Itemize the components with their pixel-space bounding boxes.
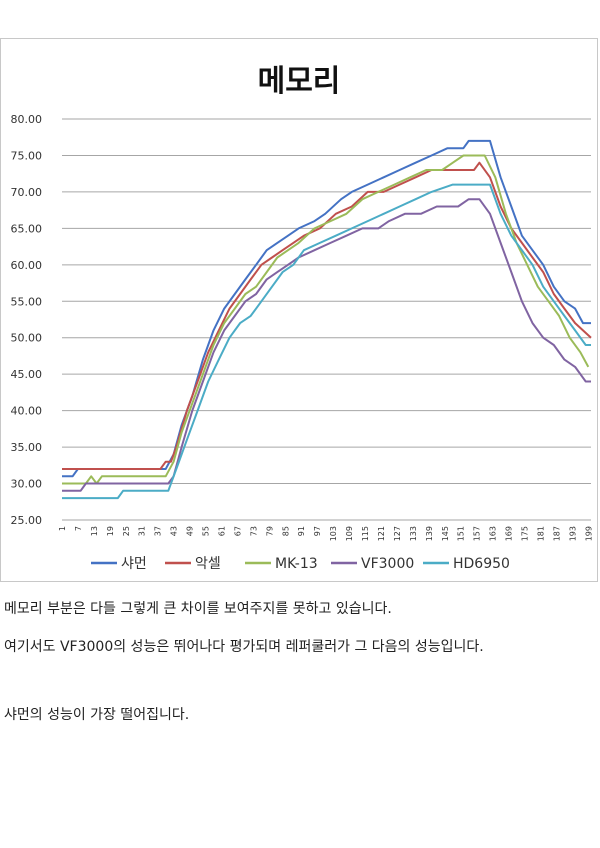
- x-tick-label: 43: [170, 526, 179, 536]
- x-tick-label: 109: [345, 526, 354, 541]
- legend-label: MK-13: [275, 556, 318, 572]
- x-tick-label: 163: [489, 526, 498, 541]
- chart-title: 메모리: [258, 64, 341, 99]
- y-tick-label: 50.00: [11, 332, 43, 345]
- y-tick-label: 25.00: [11, 514, 43, 527]
- x-tick-label: 79: [265, 526, 274, 536]
- y-tick-label: 60.00: [11, 259, 43, 272]
- x-tick-label: 139: [425, 526, 434, 541]
- description-paragraph-2: 여기서도 VF3000의 성능은 뛰어나다 평가되며 레퍼쿨러가 그 다음의 성…: [4, 639, 484, 655]
- x-tick-label: 67: [233, 526, 242, 536]
- x-tick-label: 19: [106, 526, 115, 536]
- x-tick-label: 91: [297, 526, 306, 536]
- x-tick-label: 13: [90, 526, 99, 536]
- series-line-5: [62, 183, 591, 500]
- y-tick-label: 80.00: [11, 113, 43, 126]
- x-tick-label: 133: [409, 526, 418, 541]
- x-tick-label: 103: [329, 526, 338, 541]
- x-tick-label: 37: [154, 526, 163, 536]
- x-tick-label: 73: [249, 526, 258, 536]
- x-tick-label: 55: [202, 526, 211, 536]
- x-tick-label: 25: [122, 526, 131, 536]
- x-tick-label: 115: [361, 526, 370, 541]
- y-tick-label: 30.00: [11, 478, 43, 491]
- x-tick-label: 175: [521, 526, 530, 541]
- x-tick-label: 97: [313, 526, 322, 536]
- x-tick-label: 151: [457, 526, 466, 541]
- description-paragraph-3: 샤먼의 성능이 가장 떨어집니다.: [4, 707, 190, 723]
- x-tick-label: 1: [58, 526, 67, 531]
- x-tick-label: 61: [217, 526, 226, 536]
- series-line-1: [62, 139, 591, 478]
- x-tick-label: 121: [377, 526, 386, 541]
- x-tick-label: 181: [536, 526, 545, 541]
- legend-label: VF3000: [361, 556, 414, 572]
- y-tick-label: 70.00: [11, 186, 43, 199]
- y-tick-label: 35.00: [11, 441, 43, 454]
- x-tick-label: 157: [473, 526, 482, 541]
- memory-line-chart: 메모리 25.00 30.00 35.00 40.00 45.00 50.00 55.00 60…: [11, 64, 594, 572]
- y-tick-label: 40.00: [11, 405, 43, 418]
- x-tick-label: 187: [552, 526, 561, 541]
- x-tick-label: 199: [584, 526, 593, 541]
- x-tick-label: 127: [393, 526, 402, 541]
- x-tick-label: 169: [505, 526, 514, 541]
- x-tick-label: 145: [441, 526, 450, 541]
- x-tick-label: 7: [74, 526, 83, 531]
- legend-label: HD6950: [453, 556, 510, 572]
- x-tick-label: 193: [568, 526, 577, 541]
- y-tick-label: 55.00: [11, 295, 43, 308]
- description-paragraph-1: 메모리 부분은 다들 그렇게 큰 차이를 보여주지를 못하고 있습니다.: [4, 601, 392, 617]
- x-tick-label: 49: [186, 526, 195, 536]
- chart-panel: 메모리 25.00 30.00 35.00 40.00 45.00 50.00 55.00 60…: [0, 38, 598, 582]
- series-line-2: [62, 161, 592, 470]
- legend-label: 악셀: [195, 556, 221, 572]
- series-line-4: [62, 198, 591, 492]
- x-tick-label: 31: [138, 526, 147, 536]
- y-tick-label: 75.00: [11, 149, 43, 162]
- x-tick-label: 85: [281, 526, 290, 536]
- legend-label: 샤먼: [121, 556, 147, 572]
- y-tick-label: 65.00: [11, 222, 43, 235]
- series-line-3: [62, 154, 590, 485]
- y-tick-label: 45.00: [11, 368, 43, 381]
